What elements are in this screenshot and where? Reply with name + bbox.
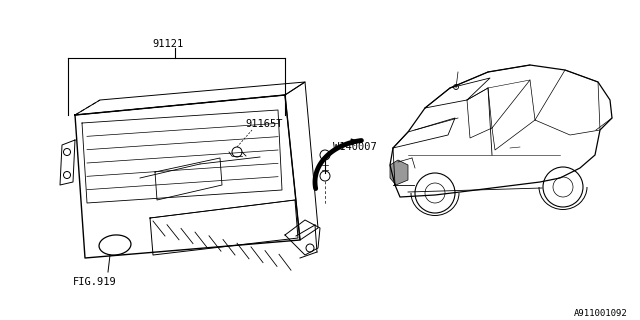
- Text: 91121: 91121: [152, 39, 183, 49]
- Polygon shape: [390, 160, 408, 185]
- Text: W140007: W140007: [333, 142, 377, 152]
- Text: FIG.919: FIG.919: [73, 277, 117, 287]
- Text: 91165T: 91165T: [245, 119, 282, 129]
- Text: A911001092: A911001092: [574, 308, 628, 317]
